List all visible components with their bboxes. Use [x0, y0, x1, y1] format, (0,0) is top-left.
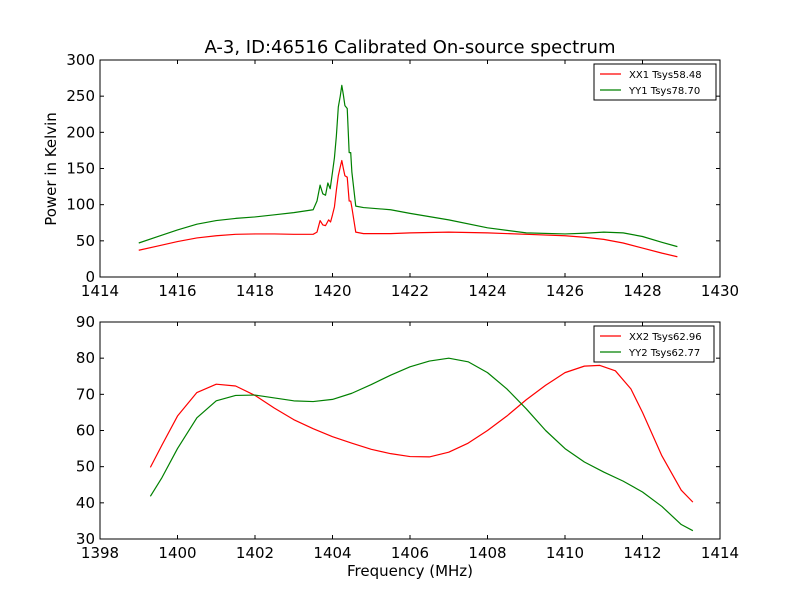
top-series-line-2	[138, 84, 678, 248]
bottom-x-tick-label: 1414	[701, 544, 739, 562]
bottom-x-tick-label: 1412	[623, 544, 661, 562]
top-y-tick-label: 50	[76, 232, 95, 250]
top-legend-entry-1: XX1 Tsys58.48	[629, 70, 702, 81]
bottom-x-tick-label: 1406	[391, 544, 429, 562]
top-x-tick-label: 1426	[546, 282, 584, 300]
top-series-line-1	[138, 159, 678, 258]
top-y-axis-label: Power in Kelvin	[42, 112, 60, 226]
top-plot: 1414 1416 1418 1420 1422 1424 1426 1428 1430 0 50 1…	[66, 51, 739, 300]
top-x-tick-label: 1430	[701, 282, 739, 300]
top-x-tick-label: 1422	[391, 282, 429, 300]
chart-title: A-3, ID:46516 Calibrated On-source spect…	[204, 37, 615, 58]
bottom-x-tick-label: 1408	[468, 544, 506, 562]
top-x-tick-label: 1416	[158, 282, 196, 300]
top-y-tick-label: 250	[66, 87, 95, 105]
bottom-y-tick-label: 70	[76, 385, 95, 403]
top-legend-box	[593, 63, 717, 101]
top-x-tick-label: 1420	[313, 282, 351, 300]
top-x-tick-label: 1428	[623, 282, 661, 300]
top-x-tick-label: 1418	[236, 282, 274, 300]
bottom-x-tick-label: 1400	[158, 544, 196, 562]
bottom-x-axis-label: Frequency (MHz)	[347, 562, 473, 580]
bottom-legend: XX2 Tsys62.96 YY2 Tsys62.77	[593, 325, 715, 363]
bottom-y-tick-label: 90	[76, 313, 95, 331]
bottom-legend-entry-2: YY2 Tsys62.77	[628, 348, 700, 359]
top-legend-entry-2: YY1 Tsys78.70	[628, 86, 700, 97]
top-y-tick-label: 200	[66, 123, 95, 141]
bottom-x-tick-label: 1404	[313, 544, 351, 562]
bottom-x-tick-label: 1398	[81, 544, 119, 562]
bottom-series-line-1	[149, 364, 694, 503]
top-legend: XX1 Tsys58.48 YY1 Tsys78.70	[593, 63, 717, 101]
bottom-legend-entry-1: XX2 Tsys62.96	[629, 332, 702, 343]
bottom-x-tick-label: 1402	[236, 544, 274, 562]
bottom-series-line-2	[149, 357, 694, 532]
top-y-tick-label: 150	[66, 160, 95, 178]
top-x-tick-label: 1414	[81, 282, 119, 300]
bottom-y-tick-label: 80	[76, 349, 95, 367]
top-y-tick-label: 0	[85, 268, 95, 286]
top-x-tick-label: 1424	[468, 282, 506, 300]
top-y-tick-label: 100	[66, 196, 95, 214]
bottom-y-tick-label: 30	[76, 530, 95, 548]
top-y-tick-label: 300	[66, 51, 95, 69]
bottom-y-tick-label: 40	[76, 494, 95, 512]
bottom-x-tick-label: 1410	[546, 544, 584, 562]
bottom-plot: 1398 1400 1402 1404 1406 1408 1410 1412 1414 30 40…	[76, 313, 739, 562]
bottom-legend-box	[593, 325, 715, 363]
bottom-y-tick-label: 60	[76, 422, 95, 440]
bottom-y-tick-label: 50	[76, 458, 95, 476]
